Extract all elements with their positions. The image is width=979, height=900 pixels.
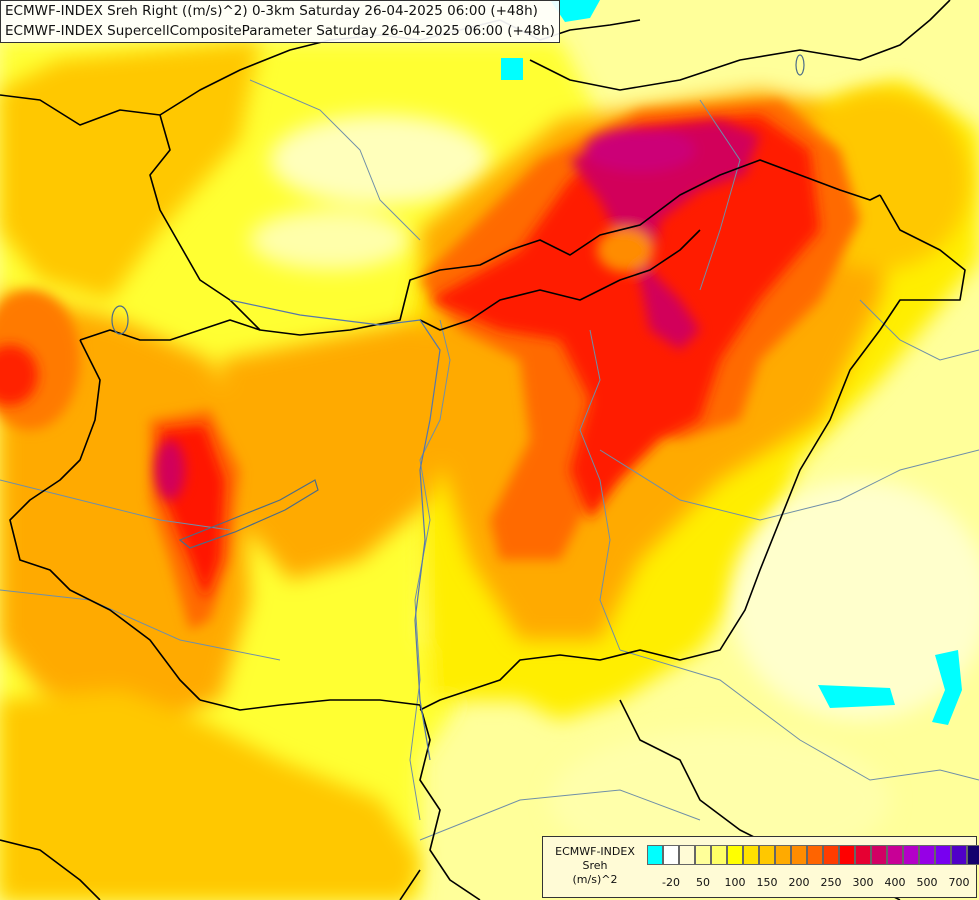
legend-tick-label: 400 [884, 876, 906, 889]
legend-swatch [775, 845, 791, 865]
legend-swatch [807, 845, 823, 865]
legend-swatch [839, 845, 855, 865]
legend-tick-label: 500 [916, 876, 938, 889]
field-negative-patches [501, 0, 962, 725]
legend-swatch [679, 845, 695, 865]
legend-tick-labels: -20 50 100 150 200 250 300 400 500 700 [647, 876, 977, 890]
legend-swatch [695, 845, 711, 865]
legend-swatch [855, 845, 871, 865]
lake-neusiedl [111, 305, 129, 335]
legend-tick-label: -20 [662, 876, 680, 889]
legend-swatch [647, 845, 663, 865]
danube-river [229, 299, 441, 761]
legend-swatch [711, 845, 727, 865]
title-line-sreh: ECMWF-INDEX Sreh Right ((m/s)^2) 0-3km S… [5, 3, 538, 19]
legend-swatch [887, 845, 903, 865]
legend-swatch [967, 845, 979, 865]
legend-swatch [903, 845, 919, 865]
legend-swatch [871, 845, 887, 865]
legend-swatch [951, 845, 967, 865]
map-title: ECMWF-INDEX Sreh Right ((m/s)^2) 0-3km S… [0, 0, 560, 43]
legend-swatches [647, 845, 979, 865]
legend-tick-label: 100 [724, 876, 746, 889]
legend-tick-label: 700 [948, 876, 970, 889]
legend-title-line: ECMWF-INDEX [555, 845, 635, 858]
legend-swatch [823, 845, 839, 865]
legend-tick-label: 50 [696, 876, 710, 889]
legend-title-line: Sreh [582, 859, 608, 872]
legend-title: ECMWF-INDEX Sreh (m/s)^2 [547, 845, 643, 887]
legend-tick-label: 200 [788, 876, 810, 889]
field-light-patches [250, 115, 979, 870]
legend-swatch [727, 845, 743, 865]
color-legend: ECMWF-INDEX Sreh (m/s)^2 -20 50 100 150 200 2… [542, 836, 979, 898]
lake-balaton [178, 479, 319, 549]
legend-title-line: (m/s)^2 [572, 873, 618, 886]
legend-tick-label: 300 [852, 876, 874, 889]
title-line-scp: ECMWF-INDEX SupercellCompositeParameter … [5, 23, 555, 39]
field-magenta-core [155, 120, 760, 500]
legend-swatch [791, 845, 807, 865]
rivers [0, 79, 979, 841]
legend-tick-label: 150 [756, 876, 778, 889]
legend-swatch [759, 845, 775, 865]
legend-swatch [663, 845, 679, 865]
legend-swatch [743, 845, 759, 865]
legend-tick-label: 250 [820, 876, 842, 889]
lakes [111, 54, 805, 549]
legend-swatch [935, 845, 951, 865]
legend-swatch [919, 845, 935, 865]
